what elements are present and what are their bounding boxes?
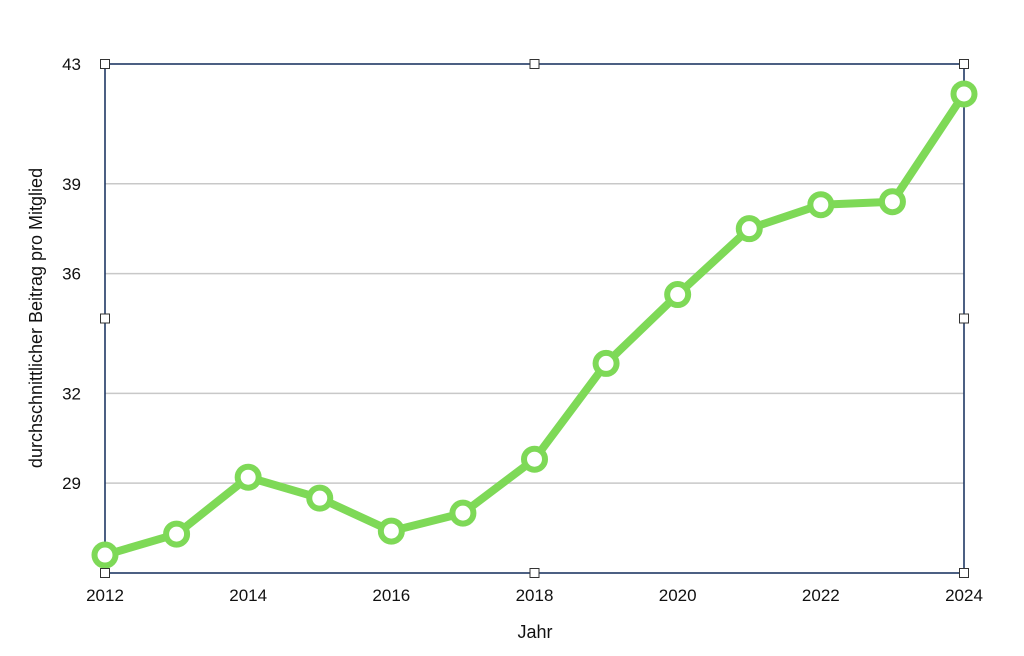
plot-frame <box>104 63 965 574</box>
resize-handle[interactable] <box>959 568 969 578</box>
resize-handle[interactable] <box>100 59 110 69</box>
data-point-marker <box>234 463 262 491</box>
data-point-marker <box>306 484 334 512</box>
data-point-marker <box>91 541 119 569</box>
data-point-marker <box>449 499 477 527</box>
x-tick-label: 2022 <box>802 586 840 605</box>
x-tick-label: 2016 <box>372 586 410 605</box>
resize-handle[interactable] <box>959 313 969 324</box>
x-axis-ticks: 2012 2014 2016 2018 2020 2022 2024 <box>86 586 983 605</box>
x-tick-label: 2024 <box>945 586 983 605</box>
resize-handle[interactable] <box>529 59 540 69</box>
y-axis-label: durchschnittlicher Beitrag pro Mitglied <box>26 168 46 468</box>
y-tick-label: 29 <box>62 474 81 493</box>
x-tick-label: 2020 <box>659 586 697 605</box>
data-point-marker <box>521 445 548 473</box>
x-tick-label: 2012 <box>86 586 124 605</box>
selection-handles[interactable] <box>100 59 969 578</box>
resize-handle[interactable] <box>100 313 110 324</box>
x-tick-label: 2018 <box>516 586 554 605</box>
y-axis-ticks: 29 32 36 39 43 <box>62 55 81 493</box>
grid-lines <box>105 183 964 484</box>
resize-handle[interactable] <box>529 568 540 578</box>
y-tick-label: 39 <box>62 175 81 194</box>
data-point-marker <box>807 191 835 219</box>
data-point-marker <box>664 281 692 309</box>
x-axis-label: Jahr <box>517 622 552 642</box>
data-point-marker <box>592 349 620 377</box>
series-layer <box>91 80 978 569</box>
data-point-marker <box>377 517 405 545</box>
y-tick-label: 36 <box>62 265 81 284</box>
data-point-marker <box>950 80 978 108</box>
resize-handle[interactable] <box>959 59 969 69</box>
data-point-marker <box>163 520 191 548</box>
x-tick-label: 2014 <box>229 586 267 605</box>
data-point-marker <box>878 188 906 216</box>
data-point-marker <box>735 215 763 243</box>
series-line <box>101 89 968 560</box>
resize-handle[interactable] <box>100 568 110 578</box>
y-tick-label: 32 <box>62 384 81 403</box>
y-tick-label: 43 <box>62 55 81 74</box>
plot-border <box>104 63 965 574</box>
